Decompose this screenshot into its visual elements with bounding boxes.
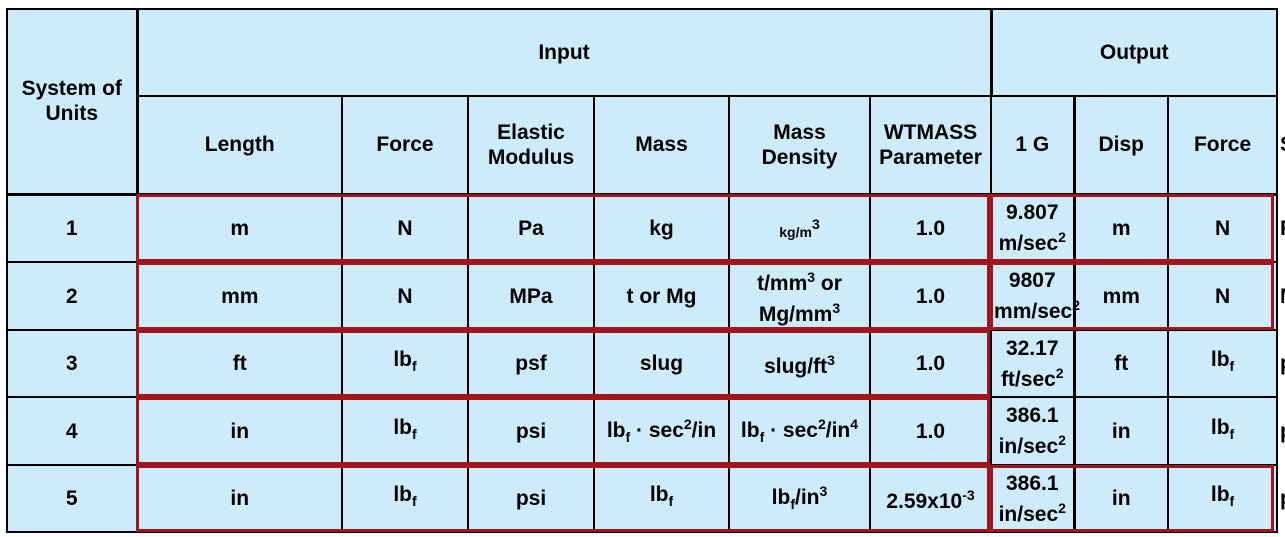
mass-density-header: Mass Density [728,95,871,196]
input-header: Input [135,8,993,97]
mass-cell: lbf [593,464,730,533]
length-cell: mm [136,261,343,331]
length-cell: m [136,193,343,263]
mass-cell: slug [593,329,730,398]
one-g-header: 1 G [990,95,1076,196]
table-row: 4 in lbf psi lbf · sec2/in lbf · sec2/in4 1.0 3… [6,396,1285,466]
force-out-cell: lbf [1167,396,1279,466]
wtmass-parameter-header: WTMASS Parameter [868,95,993,196]
force-cell: lbf [341,396,469,466]
system-number: 1 [6,193,139,263]
one-g-cell: 9807 mm/sec2 [990,261,1080,331]
wtmass-parameter-cell: 1.0 [868,261,993,331]
mass-density-cell: lbf · sec2/in4 [728,396,871,466]
one-g-cell: 32.17 ft/sec2 [990,329,1076,398]
system-of-units-header: System of Units [6,8,139,196]
elastic-modulus-cell: psi [467,464,595,533]
length-header: Length [136,95,343,196]
one-g-cell: 386.1 in/sec2 [990,396,1076,466]
one-g-cell: 9.807 m/sec2 [990,193,1076,263]
disp-cell: in [1073,396,1170,466]
mass-density-cell: lbf/in3 [728,464,871,533]
wtmass-parameter-cell: 1.0 [868,193,993,263]
table-row: 5 in lbf psi lbf lbf/in3 2.59x10-3 386.1 in/sec2… [6,464,1285,533]
force-cell: lbf [341,329,469,398]
system-number: 5 [6,464,139,533]
elastic-modulus-cell: psi [467,396,595,466]
length-cell: in [136,464,343,533]
mass-cell: lbf · sec2/in [593,396,730,466]
table-row: 3 ft lbf psf slug slug/ft3 1.0 32.17 ft/sec2 ft lb… [6,329,1285,398]
elastic-modulus-header: Elastic Modulus [467,95,595,196]
length-cell: ft [136,329,343,398]
table-row: 2 mm N MPa t or Mg t/mm3 or Mg/mm3 1.0 9807 mm/se… [6,261,1285,331]
mass-density-cell: kg/m3 [728,193,871,263]
disp-cell: in [1073,464,1170,533]
force-cell: N [341,261,469,331]
mass-density-cell: t/mm3 or Mg/mm3 [728,261,871,331]
disp-cell: mm [1073,261,1170,331]
mass-density-cell: slug/ft3 [728,329,871,398]
disp-cell: m [1073,193,1170,263]
mass-cell: kg [593,193,730,263]
force-cell: N [341,193,469,263]
length-cell: in [136,396,343,466]
mass-header: Mass [593,95,730,196]
force-out-cell: lbf [1167,329,1279,398]
system-number: 3 [6,329,139,398]
mass-cell: t or Mg [593,261,730,331]
force-out-cell: lbf [1167,464,1279,533]
force-out-cell: N [1167,193,1279,263]
output-header: Output [990,8,1279,97]
one-g-cell: 386.1 in/sec2 [990,464,1076,533]
units-table: System of Units Input Output Length Force E… [6,8,1285,533]
disp-cell: ft [1073,329,1170,398]
force-out-header: Force [1167,95,1279,196]
wtmass-parameter-cell: 2.59x10-3 [868,464,993,533]
elastic-modulus-cell: Pa [467,193,595,263]
system-number: 2 [6,261,139,331]
elastic-modulus-cell: MPa [467,261,595,331]
system-number: 4 [6,396,139,466]
disp-header: Disp [1073,95,1170,196]
wtmass-parameter-cell: 1.0 [868,396,993,466]
force-out-cell: N [1167,261,1279,331]
force-cell: lbf [341,464,469,533]
elastic-modulus-cell: psf [467,329,595,398]
force-header: Force [341,95,469,196]
wtmass-parameter-cell: 1.0 [868,329,993,398]
